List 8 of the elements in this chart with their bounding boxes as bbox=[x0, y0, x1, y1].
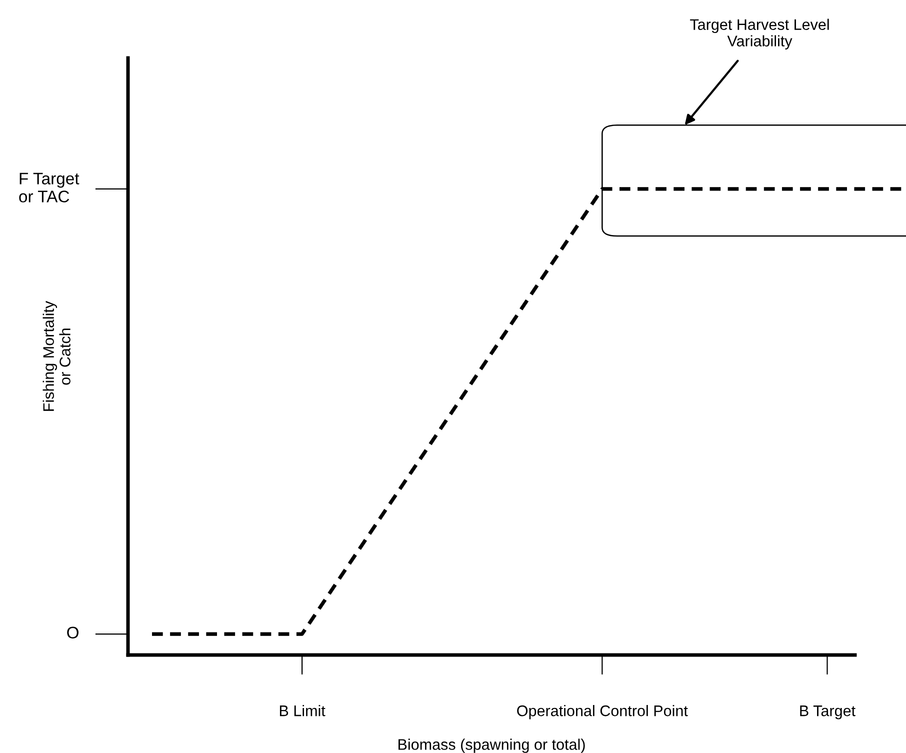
y-axis-title: Fishing Mortality or Catch bbox=[42, 300, 70, 411]
x-tick-label: B Limit bbox=[280, 705, 326, 716]
x-tick-label: Operational Control Point bbox=[517, 705, 688, 720]
x-tick-label: B Target bbox=[800, 706, 856, 720]
x-axis-title: Biomass (spawning or total) bbox=[398, 738, 585, 753]
ref-line-label: F Target or TAC bbox=[19, 172, 80, 202]
ref-line-label: O bbox=[67, 626, 78, 638]
band-label: Target Harvest Level Variability bbox=[690, 18, 829, 50]
